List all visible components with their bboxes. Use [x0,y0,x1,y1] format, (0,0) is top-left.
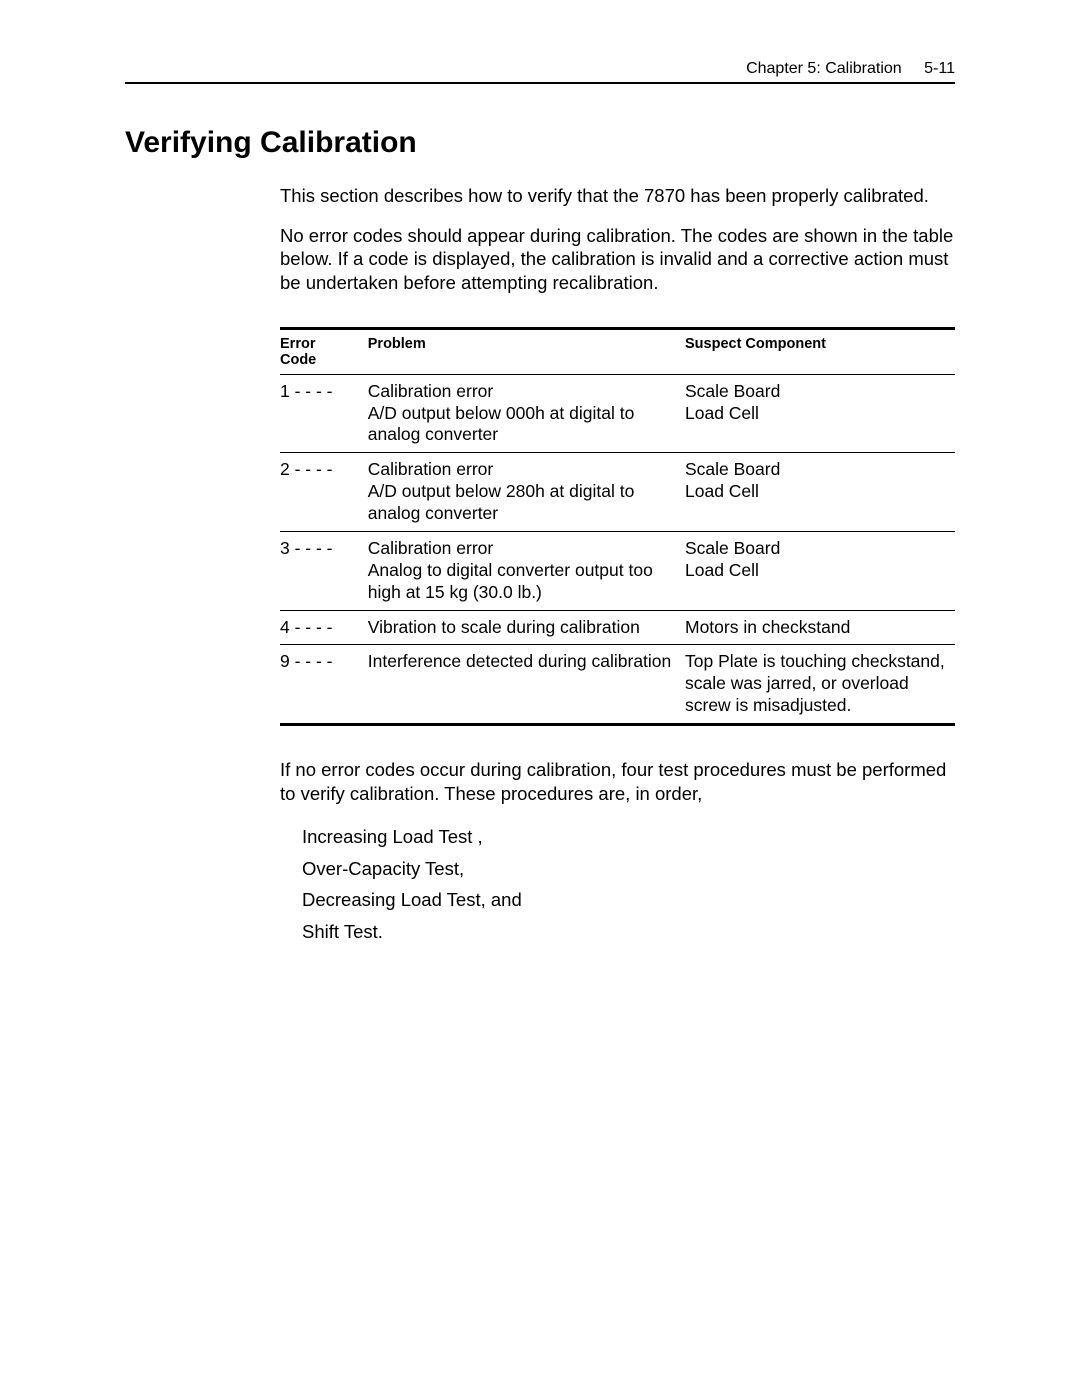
suspect-line1: Scale Board [685,538,947,560]
col-header-error-code-text: ErrorCode [280,336,316,368]
procedure-item: Over-Capacity Test, [302,853,955,884]
problem-rest: Analog to digital converter output too h… [368,560,677,604]
cell-code: 4 - - - - [280,610,368,645]
suspect-rest: Load Cell [685,481,947,503]
cell-code: 2 - - - - [280,453,368,532]
cell-suspect: Top Plate is touching checkstand, scale … [685,645,955,725]
page-title: Verifying Calibration [125,126,955,160]
problem-line1: Calibration error [368,459,677,481]
col-header-suspect: Suspect Component [685,328,955,374]
procedures-list: Increasing Load Test , Over-Capacity Tes… [302,821,955,947]
procedure-item: Decreasing Load Test, and [302,884,955,915]
table-row: 9 - - - - Interference detected during c… [280,645,955,725]
cell-problem: Interference detected during calibration [368,645,685,725]
table-row: 1 - - - - Calibration error A/D output b… [280,374,955,453]
suspect-line1: Scale Board [685,459,947,481]
body-content: This section describes how to verify tha… [280,184,955,947]
cell-problem: Calibration error A/D output below 000h … [368,374,685,453]
cell-code: 9 - - - - [280,645,368,725]
cell-suspect: Scale Board Load Cell [685,531,955,610]
suspect-line1: Scale Board [685,381,947,403]
suspect-rest: Load Cell [685,560,947,582]
table-row: 3 - - - - Calibration error Analog to di… [280,531,955,610]
problem-rest: A/D output below 280h at digital to anal… [368,481,677,525]
intro-paragraph-2: No error codes should appear during cali… [280,224,955,295]
table-row: 4 - - - - Vibration to scale during cali… [280,610,955,645]
suspect-line1: Top Plate is touching checkstand, scale … [685,651,947,717]
page-header: Chapter 5: Calibration 5-11 [125,60,955,84]
header-page-number: 5-11 [924,60,955,77]
problem-line1: Calibration error [368,381,677,403]
problem-line1: Calibration error [368,538,677,560]
error-code-table: ErrorCode Problem Suspect Component 1 - … [280,327,955,726]
table-header-row: ErrorCode Problem Suspect Component [280,328,955,374]
cell-code: 1 - - - - [280,374,368,453]
cell-suspect: Motors in checkstand [685,610,955,645]
cell-suspect: Scale Board Load Cell [685,453,955,532]
cell-problem: Vibration to scale during calibration [368,610,685,645]
problem-rest: A/D output below 000h at digital to anal… [368,403,677,447]
procedure-item: Increasing Load Test , [302,821,955,852]
procedures-intro: If no error codes occur during calibrati… [280,758,955,805]
intro-paragraph-1: This section describes how to verify tha… [280,184,955,208]
error-code-table-wrap: ErrorCode Problem Suspect Component 1 - … [280,327,955,726]
header-chapter: Chapter 5: Calibration [746,60,902,77]
problem-line1: Interference detected during calibration [368,651,677,673]
suspect-line1: Motors in checkstand [685,617,947,639]
procedure-item: Shift Test. [302,916,955,947]
problem-line1: Vibration to scale during calibration [368,617,677,639]
col-header-problem: Problem [368,328,685,374]
suspect-rest: Load Cell [685,403,947,425]
table-row: 2 - - - - Calibration error A/D output b… [280,453,955,532]
cell-code: 3 - - - - [280,531,368,610]
cell-problem: Calibration error Analog to digital conv… [368,531,685,610]
cell-problem: Calibration error A/D output below 280h … [368,453,685,532]
cell-suspect: Scale Board Load Cell [685,374,955,453]
col-header-error-code: ErrorCode [280,328,368,374]
page: Chapter 5: Calibration 5-11 Verifying Ca… [0,0,1080,1007]
